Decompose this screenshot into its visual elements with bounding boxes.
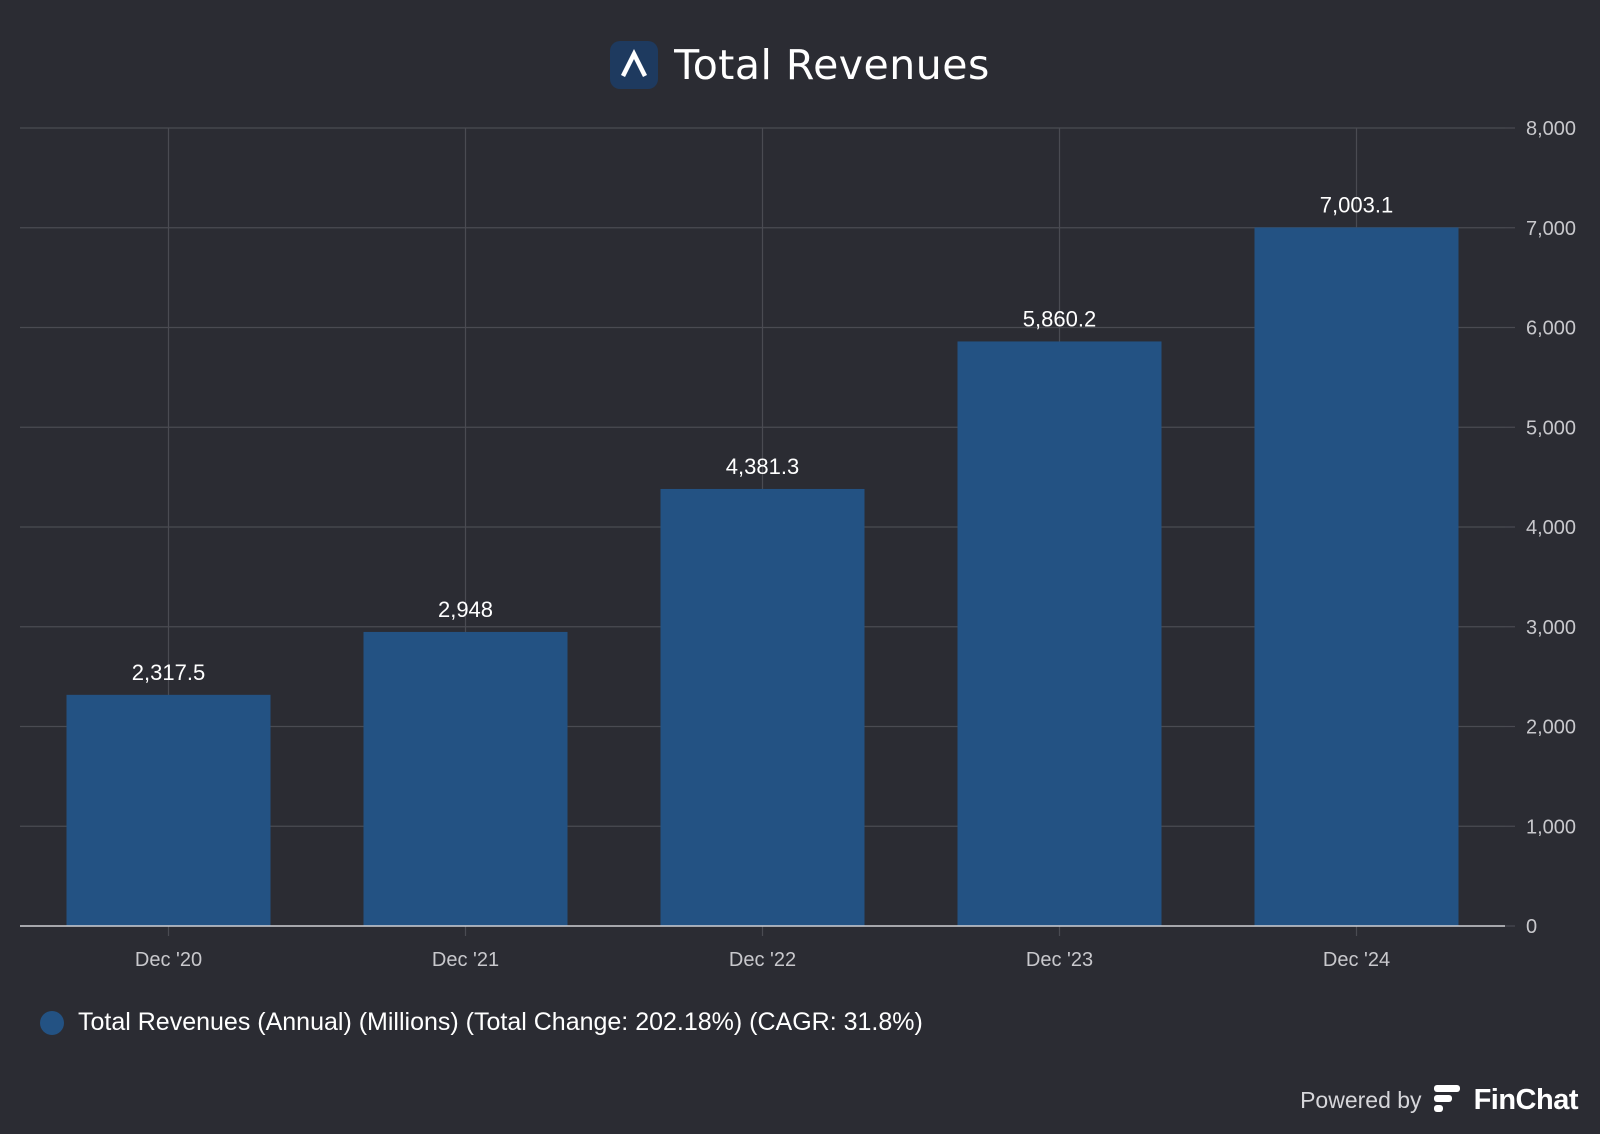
finchat-logo-icon — [1432, 1082, 1464, 1119]
y-tick-label: 1,000 — [1526, 816, 1576, 838]
x-tick-label: Dec '20 — [135, 949, 202, 971]
x-tick-label: Dec '21 — [432, 949, 499, 971]
legend-series-marker — [40, 1010, 64, 1035]
powered-by-label: Powered by — [1300, 1087, 1422, 1113]
finchat-brand-name: FinChat — [1473, 1084, 1579, 1116]
bar — [1254, 227, 1459, 926]
bar — [66, 694, 271, 926]
bar — [957, 341, 1162, 926]
y-tick-label: 4,000 — [1526, 517, 1576, 539]
y-tick-label: 3,000 — [1526, 617, 1576, 639]
bar-data-label: 2,948 — [438, 597, 493, 622]
bar-data-label: 4,381.3 — [726, 454, 799, 479]
y-tick-label: 5,000 — [1526, 417, 1576, 439]
letter-a-logo-icon — [610, 41, 659, 89]
legend-series-label: Total Revenues (Annual) (Millions) (Tota… — [78, 1008, 923, 1036]
powered-by-footer: Powered by FinChat — [1300, 1082, 1578, 1119]
bar-data-label: 5,860.2 — [1023, 306, 1096, 331]
bar — [363, 631, 568, 926]
y-tick-label: 2,000 — [1526, 717, 1576, 739]
chart-title: Total Revenues — [674, 41, 990, 89]
y-tick-label: 7,000 — [1526, 218, 1576, 240]
y-tick-label: 8,000 — [1526, 118, 1576, 140]
x-tick-label: Dec '24 — [1323, 949, 1390, 971]
y-tick-label: 0 — [1526, 916, 1537, 938]
bar — [660, 488, 865, 926]
x-tick-label: Dec '23 — [1026, 949, 1093, 971]
y-tick-label: 6,000 — [1526, 318, 1576, 340]
chart-header: Total Revenues — [0, 30, 1600, 100]
bar-data-label: 7,003.1 — [1320, 192, 1393, 217]
revenue-bar-chart: 0 1,000 2,000 3,000 4,000 5,000 6,000 7,000 8,00… — [20, 118, 1576, 971]
bar-data-label: 2,317.5 — [132, 660, 205, 685]
chart-legend[interactable]: Total Revenues (Annual) (Millions) (Tota… — [40, 1008, 923, 1037]
x-tick-label: Dec '22 — [729, 949, 796, 971]
